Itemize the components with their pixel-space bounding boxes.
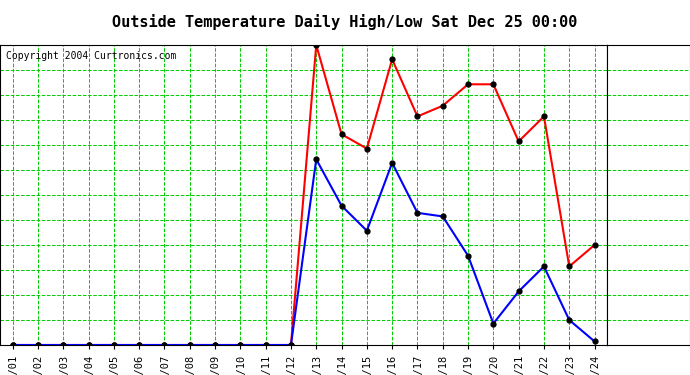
Text: Outside Temperature Daily High/Low Sat Dec 25 00:00: Outside Temperature Daily High/Low Sat D…	[112, 15, 578, 30]
Text: Copyright 2004 Curtronics.com: Copyright 2004 Curtronics.com	[6, 51, 177, 61]
